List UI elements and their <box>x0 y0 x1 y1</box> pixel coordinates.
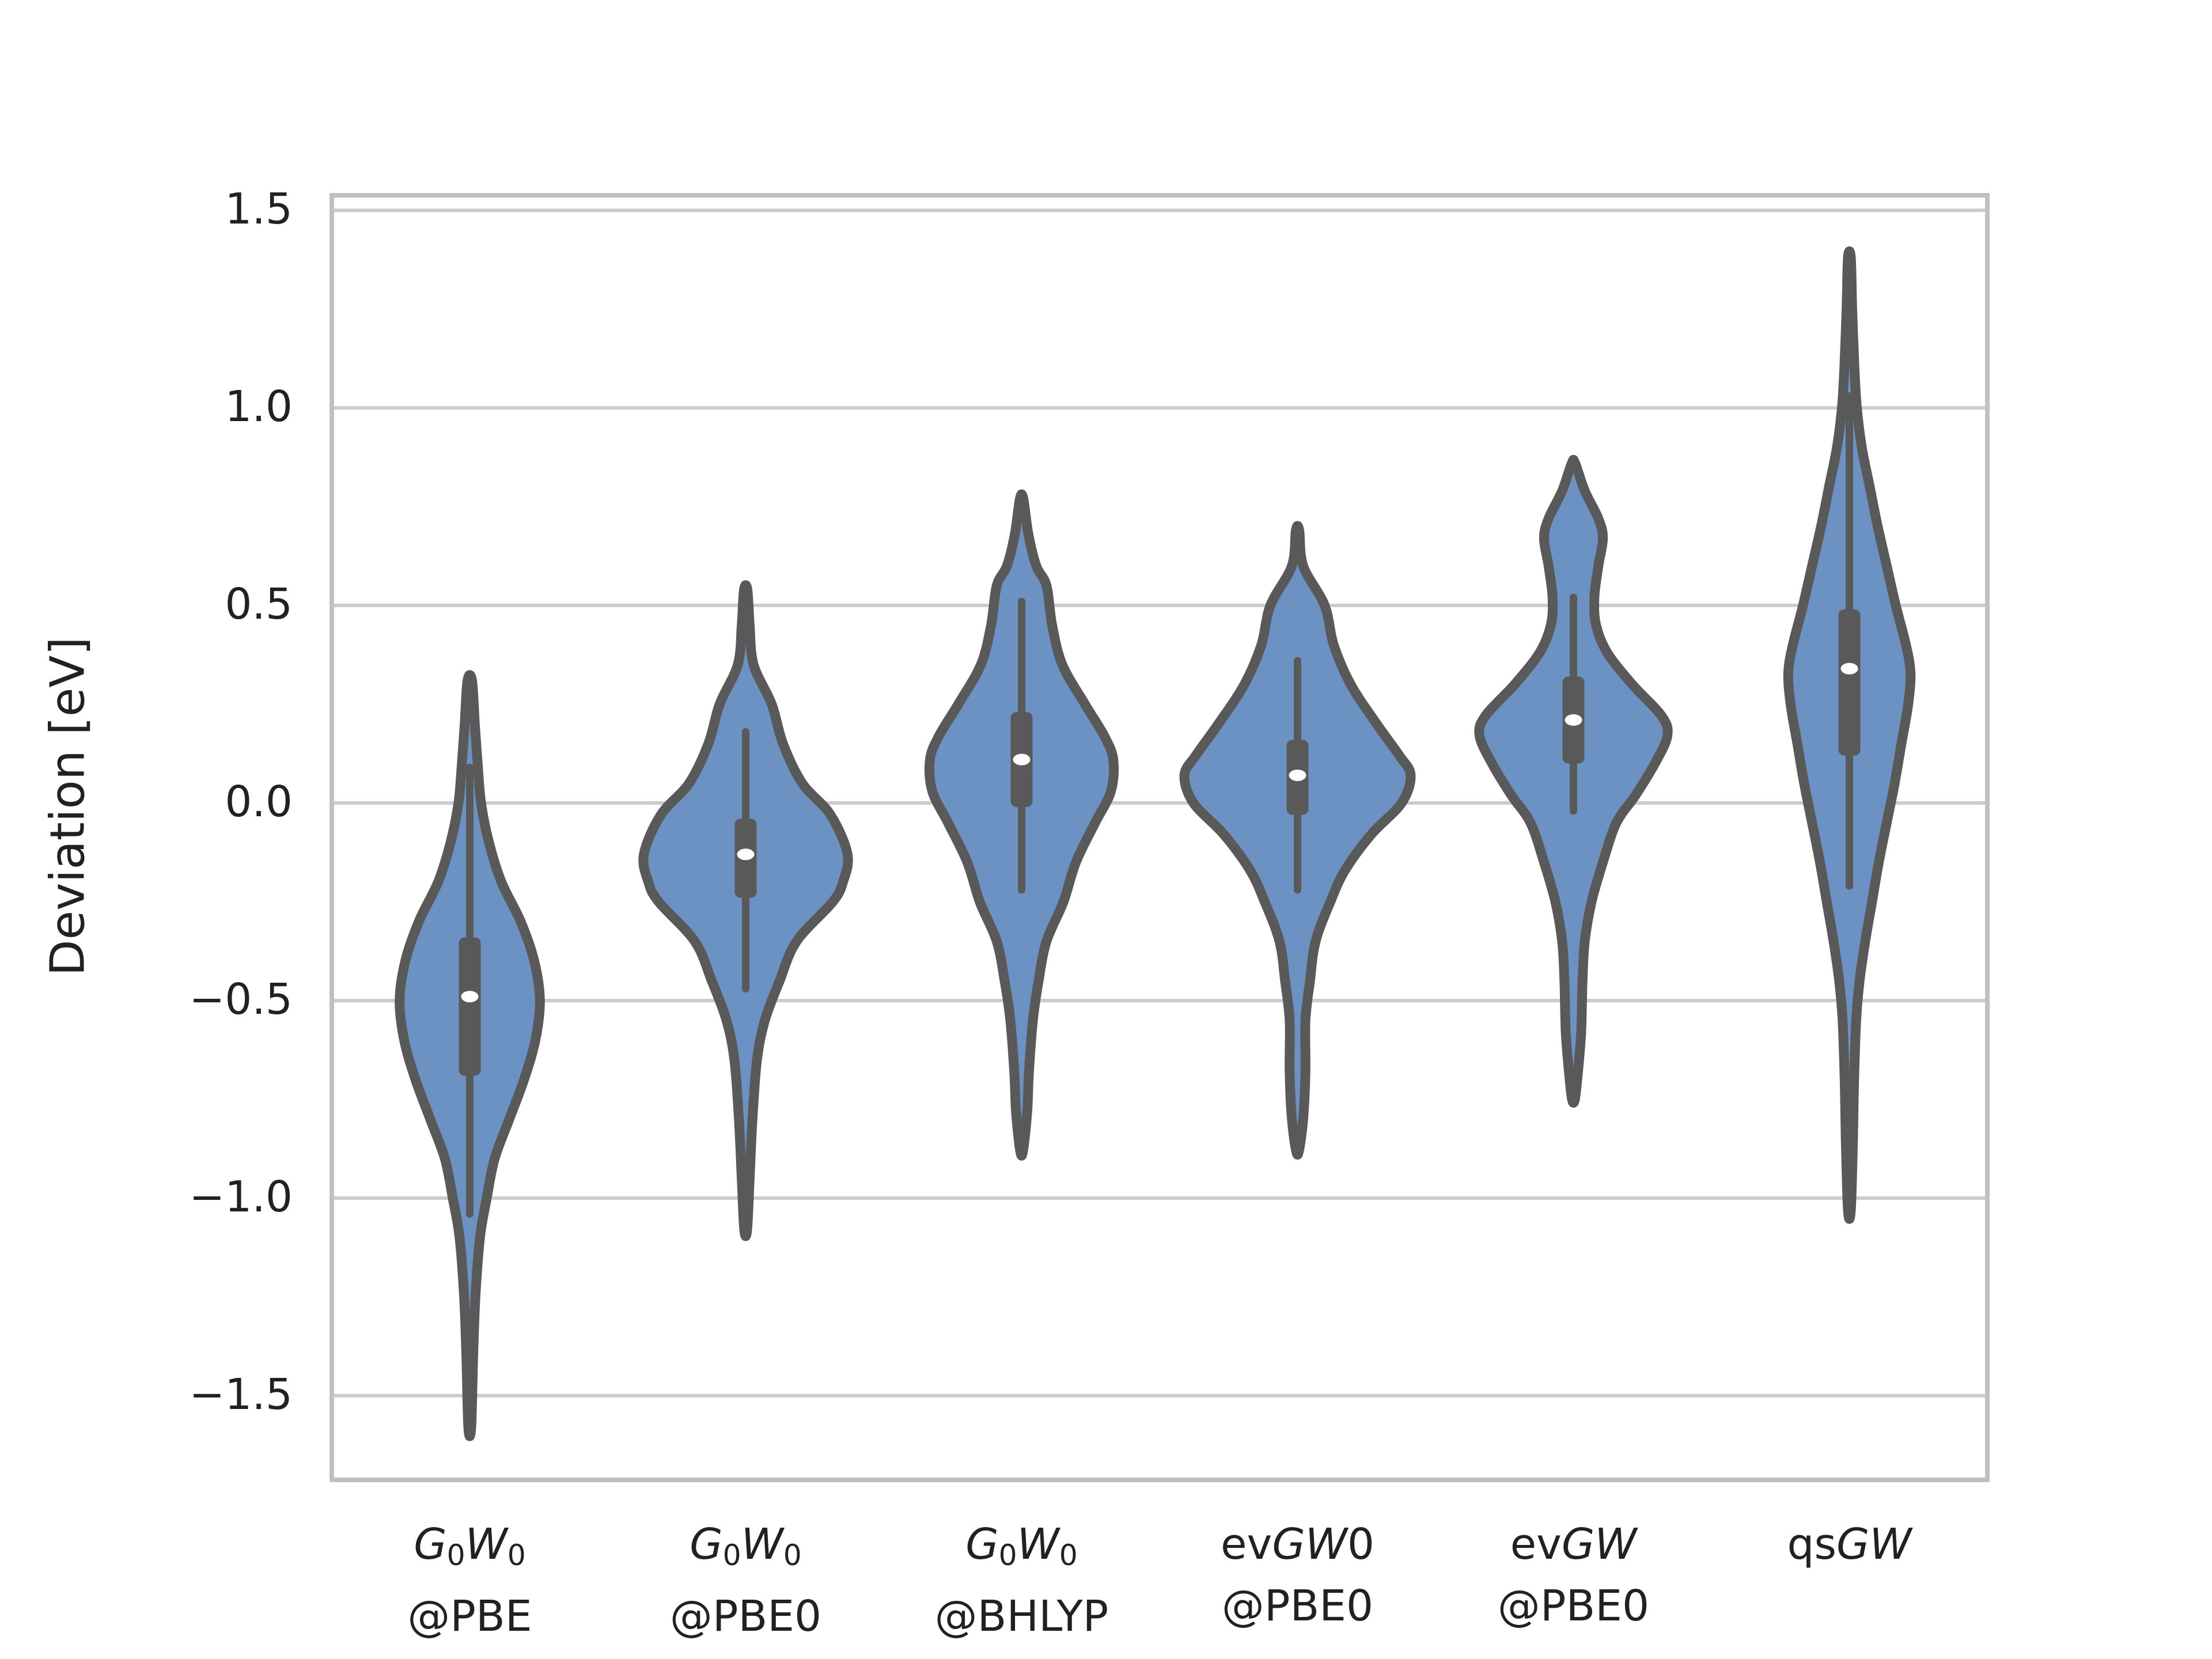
y-tick-label-0.0: 0.0 <box>225 777 293 827</box>
x-tick-label-qsGW: qsGW <box>1665 1514 2034 1575</box>
y-tick-label-−1.5: −1.5 <box>189 1369 293 1419</box>
iqr-box-0 <box>459 937 481 1076</box>
y-axis-label: Deviation [eV] <box>40 637 96 976</box>
x-tick-line1: G0W0 <box>690 1520 802 1573</box>
x-tick-label-evGW0@PBE0: evGW0 @PBE0 <box>1113 1514 1482 1637</box>
x-tick-label-G0W0@PBE0: G0W0 @PBE0 <box>562 1514 930 1647</box>
x-tick-line1: G0W0 <box>965 1520 1078 1573</box>
y-tick-label-1.0: 1.0 <box>225 382 293 432</box>
y-tick-label-0.5: 0.5 <box>225 579 293 629</box>
x-tick-line2: @PBE0 <box>1221 1581 1374 1631</box>
x-tick-label-G0W0@BHLYP: G0W0 @BHLYP <box>838 1514 1206 1647</box>
y-tick-label-−1.0: −1.0 <box>189 1172 293 1222</box>
axes-spines <box>329 193 1990 1482</box>
median-dot-0 <box>461 991 479 1003</box>
median-dot-5 <box>1840 662 1858 675</box>
iqr-box-5 <box>1838 609 1861 756</box>
x-tick-line1: evGW <box>1510 1520 1637 1569</box>
x-tick-label-G0W0@PBE: G0W0 @PBE <box>286 1514 654 1647</box>
y-tick-label-−0.5: −0.5 <box>189 974 293 1024</box>
x-tick-line2: @PBE0 <box>1497 1581 1650 1631</box>
median-dot-2 <box>1013 753 1031 766</box>
median-dot-4 <box>1565 714 1582 726</box>
x-tick-line2: @PBE0 <box>669 1592 822 1642</box>
x-tick-line2: @PBE <box>407 1592 532 1642</box>
x-tick-line1: qsGW <box>1787 1520 1912 1569</box>
x-tick-label-evGW@PBE0: evGW @PBE0 <box>1389 1514 1758 1637</box>
y-tick-label-1.5: 1.5 <box>225 184 293 234</box>
x-tick-line1: G0W0 <box>414 1520 526 1573</box>
median-dot-1 <box>737 849 755 861</box>
x-tick-line1: evGW0 <box>1221 1520 1374 1569</box>
x-tick-line2: @BHLYP <box>934 1592 1109 1642</box>
median-dot-3 <box>1289 769 1306 781</box>
